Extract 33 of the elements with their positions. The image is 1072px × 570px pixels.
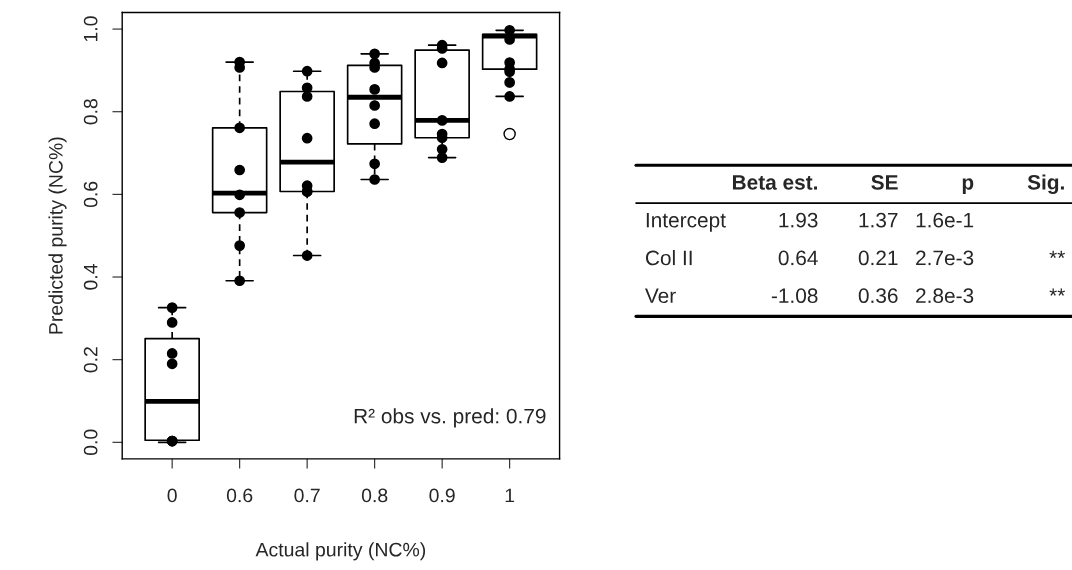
text: -1.08 [771,288,818,304]
annotation: R² obs vs. pred: 0.79 [354,408,546,428]
category-label: Beta est. [732,175,817,190]
category-label: SE [871,175,898,190]
category-label: Sig. [1027,174,1064,194]
y-tick-label: 0.6 [83,181,98,208]
category-label: Ver [645,288,676,304]
y-axis-title: Predicted purity (NC%) [48,137,67,334]
x-tick-label: 0.6 [226,488,253,503]
text: 1.6e-1 [916,212,974,228]
y-tick-label: 0.2 [83,347,98,373]
x-tick-label: 0.8 [361,488,388,503]
text: ** [1049,250,1065,259]
text: 1.37 [859,212,898,228]
x-axis-title: Actual purity (NC%) [255,542,426,561]
y-tick-label: 0.4 [83,264,98,290]
text: 0.21 [858,250,898,266]
text: 2.8e-3 [916,288,974,304]
category-label: p [962,178,974,194]
text: 2.7e-3 [916,250,974,266]
category-label: Intercept [646,213,726,232]
x-tick-label: 0.9 [429,488,455,503]
category-label: Col II [645,250,692,266]
text: ** [1049,288,1065,296]
x-tick-label: 1 [505,488,515,503]
x-tick-label: 0 [167,488,177,503]
text: 0.64 [778,250,818,266]
y-tick-label: 0.0 [83,429,98,456]
text: 1.93 [779,212,818,228]
y-tick-label: 0.8 [83,99,98,125]
x-tick-label: 0.7 [294,488,320,503]
text: 0.36 [858,288,898,304]
y-tick-label: 1.0 [83,16,98,42]
